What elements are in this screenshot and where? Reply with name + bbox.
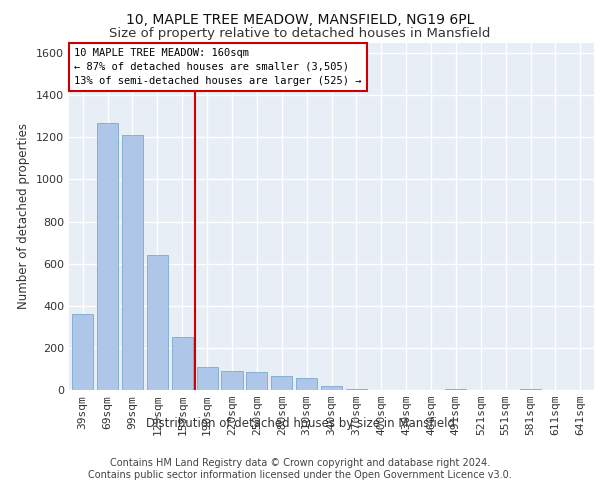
Bar (197, 367, 218, 390)
Text: 10 MAPLE TREE MEADOW: 160sqm
← 87% of detached houses are smaller (3,505)
13% of: 10 MAPLE TREE MEADOW: 160sqm ← 87% of de… (74, 48, 362, 86)
Bar (271, 376, 292, 390)
Bar (147, 255, 168, 390)
Text: Contains public sector information licensed under the Open Government Licence v3: Contains public sector information licen… (88, 470, 512, 480)
Text: Contains HM Land Registry data © Crown copyright and database right 2024.: Contains HM Land Registry data © Crown c… (110, 458, 490, 468)
Y-axis label: Number of detached properties: Number of detached properties (17, 123, 31, 309)
Text: Distribution of detached houses by size in Mansfield: Distribution of detached houses by size … (146, 418, 455, 430)
Bar (221, 371, 242, 390)
Bar (72, 314, 93, 390)
Bar (246, 372, 268, 390)
Bar (122, 135, 143, 390)
Text: Size of property relative to detached houses in Mansfield: Size of property relative to detached ho… (109, 28, 491, 40)
Bar (172, 338, 193, 390)
Bar (445, 389, 466, 390)
Bar (97, 122, 118, 390)
Bar (296, 378, 317, 390)
Bar (520, 389, 541, 390)
Bar (321, 386, 342, 390)
Text: 10, MAPLE TREE MEADOW, MANSFIELD, NG19 6PL: 10, MAPLE TREE MEADOW, MANSFIELD, NG19 6… (126, 12, 474, 26)
Bar (346, 389, 367, 390)
